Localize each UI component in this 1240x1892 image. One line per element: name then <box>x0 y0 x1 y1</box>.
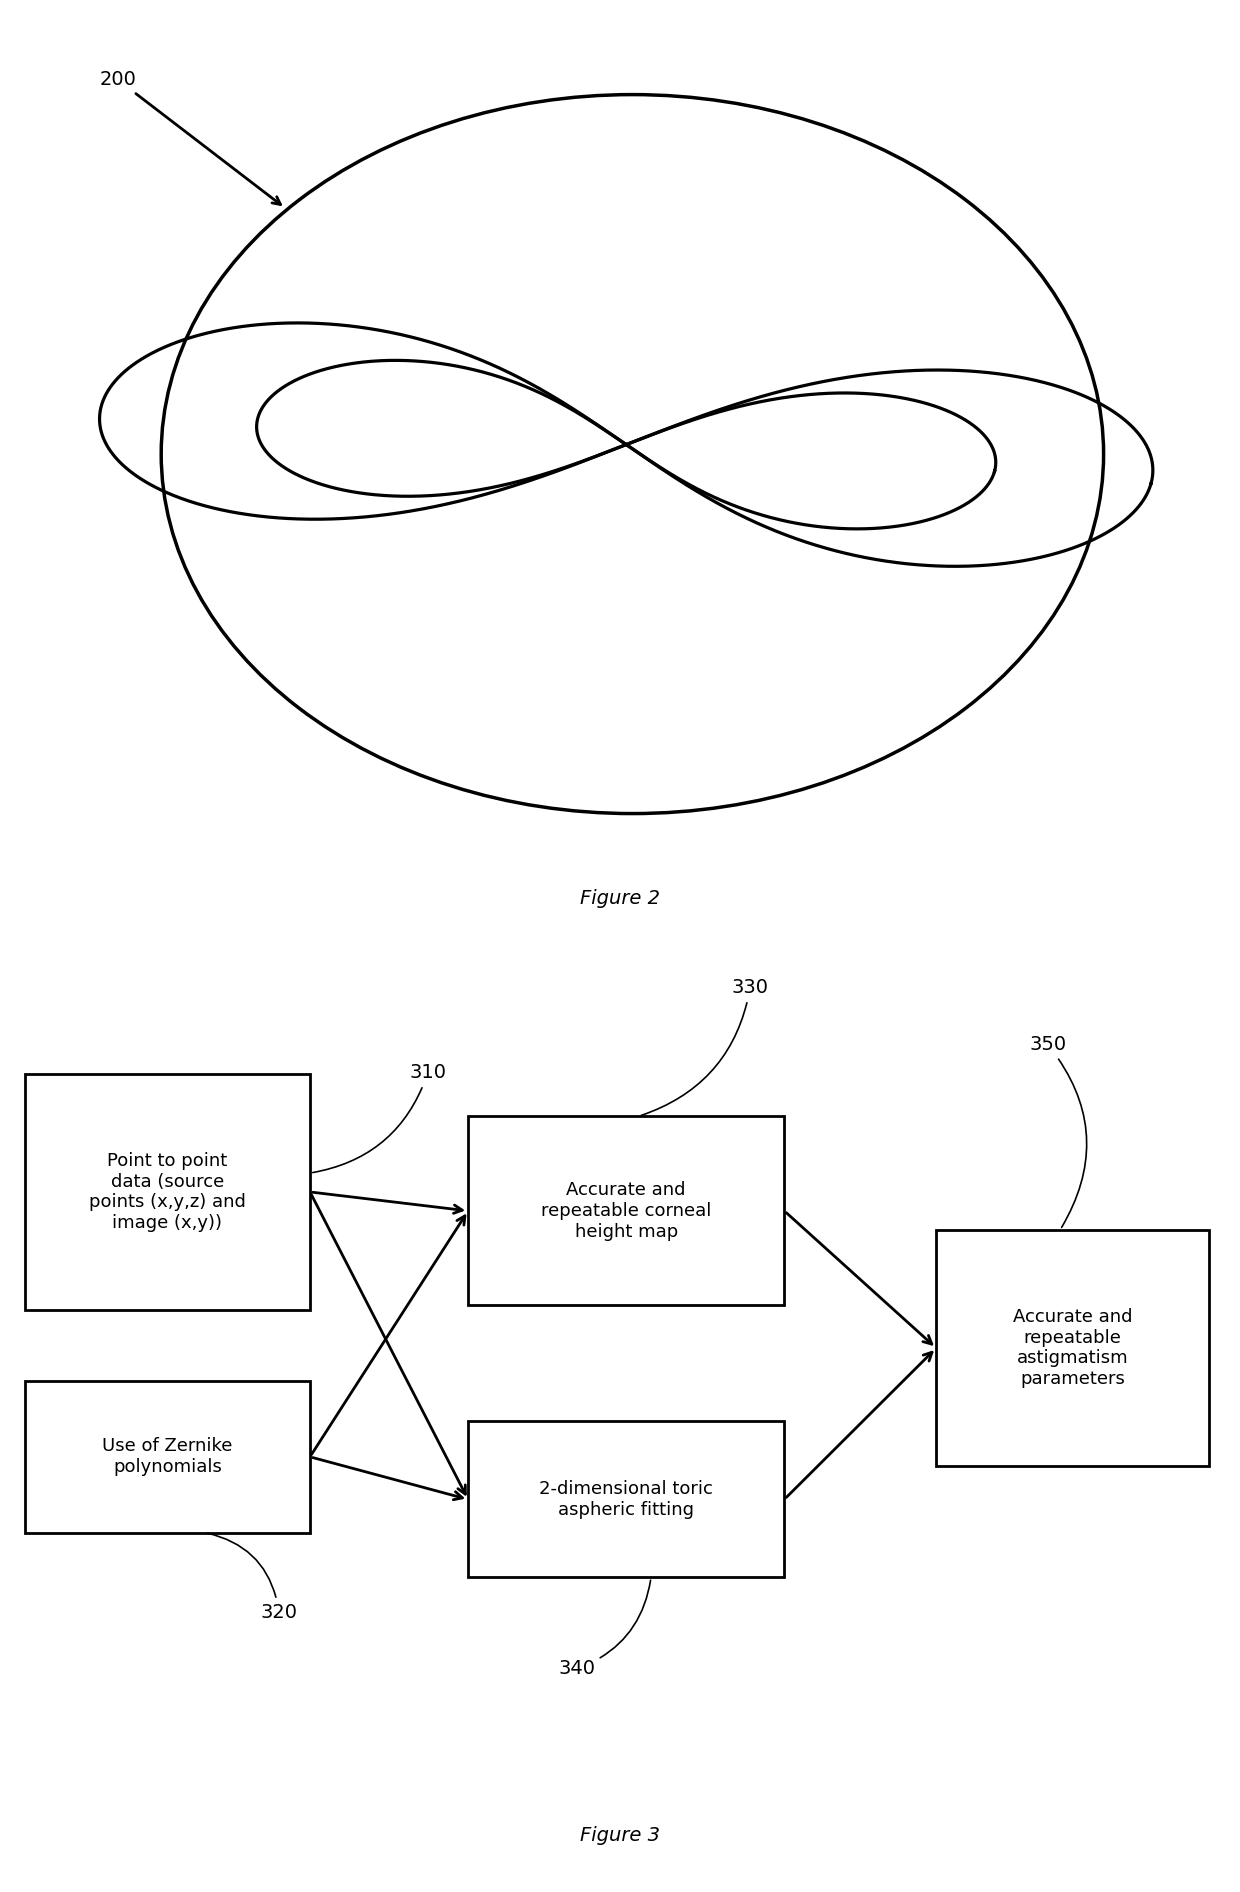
Text: Accurate and
repeatable corneal
height map: Accurate and repeatable corneal height m… <box>541 1181 712 1241</box>
Text: Accurate and
repeatable
astigmatism
parameters: Accurate and repeatable astigmatism para… <box>1013 1307 1132 1389</box>
Text: 310: 310 <box>312 1063 446 1173</box>
Text: 340: 340 <box>558 1580 651 1678</box>
Text: Point to point
data (source
points (x,y,z) and
image (x,y)): Point to point data (source points (x,y,… <box>89 1152 246 1232</box>
Text: Figure 3: Figure 3 <box>580 1826 660 1845</box>
Text: 200: 200 <box>99 70 280 204</box>
Text: 330: 330 <box>641 978 769 1116</box>
Text: 2-dimensional toric
aspheric fitting: 2-dimensional toric aspheric fitting <box>539 1480 713 1519</box>
Text: Use of Zernike
polynomials: Use of Zernike polynomials <box>102 1438 233 1476</box>
Text: 320: 320 <box>207 1533 298 1621</box>
Text: Figure 2: Figure 2 <box>580 889 660 908</box>
Text: 350: 350 <box>1029 1035 1086 1228</box>
